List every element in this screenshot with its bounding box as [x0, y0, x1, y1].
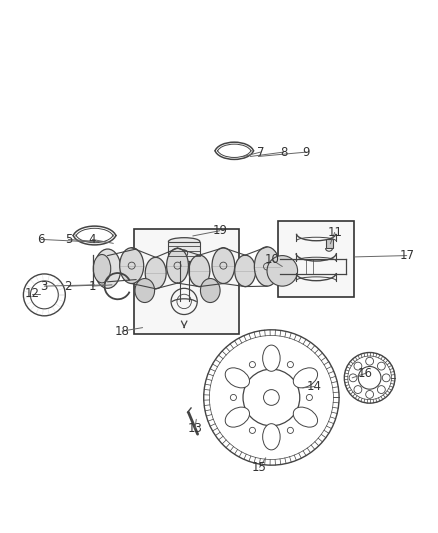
Text: 13: 13: [187, 422, 202, 434]
Ellipse shape: [293, 407, 318, 427]
Text: 6: 6: [38, 233, 45, 246]
Ellipse shape: [263, 345, 280, 372]
Ellipse shape: [225, 407, 250, 427]
Ellipse shape: [166, 248, 188, 283]
Ellipse shape: [93, 254, 111, 283]
FancyBboxPatch shape: [169, 241, 200, 261]
FancyBboxPatch shape: [278, 221, 354, 297]
Text: 5: 5: [65, 233, 72, 246]
Text: 2: 2: [65, 280, 72, 293]
Polygon shape: [325, 239, 332, 248]
Ellipse shape: [225, 368, 250, 388]
Text: 10: 10: [265, 254, 280, 266]
Ellipse shape: [254, 247, 280, 286]
Ellipse shape: [212, 248, 235, 284]
Ellipse shape: [120, 248, 144, 284]
Circle shape: [267, 256, 297, 286]
Ellipse shape: [135, 279, 155, 303]
Text: 19: 19: [212, 224, 227, 237]
Ellipse shape: [145, 257, 166, 289]
Ellipse shape: [189, 255, 210, 287]
Text: 14: 14: [307, 380, 321, 393]
Ellipse shape: [201, 279, 220, 303]
Text: 9: 9: [303, 146, 310, 159]
Ellipse shape: [169, 238, 200, 246]
Text: 4: 4: [88, 233, 96, 246]
Text: 17: 17: [399, 249, 414, 262]
Text: 16: 16: [358, 367, 373, 380]
Text: 18: 18: [115, 325, 130, 337]
Text: 15: 15: [252, 461, 267, 474]
Text: 11: 11: [327, 226, 342, 239]
Text: 12: 12: [25, 287, 39, 300]
Ellipse shape: [235, 255, 256, 287]
Ellipse shape: [263, 424, 280, 450]
Text: 7: 7: [257, 146, 264, 159]
Ellipse shape: [95, 249, 121, 288]
Text: 1: 1: [88, 280, 96, 293]
Ellipse shape: [293, 368, 318, 388]
Text: 8: 8: [280, 146, 287, 159]
Text: 3: 3: [41, 280, 48, 293]
FancyBboxPatch shape: [134, 229, 239, 334]
